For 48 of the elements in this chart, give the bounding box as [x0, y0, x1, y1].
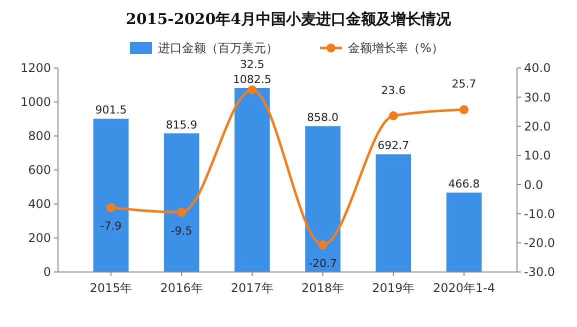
point — [106, 203, 116, 212]
y2-tick-label: 20.0 — [524, 119, 551, 134]
x-tick-label: 2017年 — [230, 281, 274, 295]
legend-label: 金额增长率（%） — [348, 41, 444, 56]
data-label: 901.5 — [95, 104, 127, 117]
y2-tick-label: 10.0 — [524, 148, 551, 163]
data-label: 692.7 — [378, 139, 410, 152]
y-tick-label: 400 — [28, 197, 51, 212]
data-label: 25.7 — [452, 78, 476, 91]
bar — [305, 126, 340, 272]
data-label: 1082.5 — [232, 72, 272, 86]
y2-tick-label: -30.0 — [524, 265, 556, 280]
x-tick-label: 2020年1-4 — [432, 281, 496, 295]
data-label: 466.8 — [448, 178, 480, 191]
bar — [93, 118, 129, 272]
y2-tick-label: 30.0 — [524, 90, 551, 104]
y-tick-label: 1000 — [20, 95, 51, 110]
point — [248, 85, 257, 94]
x-tick-label: 2015年 — [90, 281, 132, 295]
x-tick-label: 2016年 — [160, 281, 203, 295]
x-tick-label: 2018年 — [302, 281, 344, 295]
point — [388, 111, 398, 120]
data-label: 32.5 — [240, 58, 264, 71]
bar — [164, 133, 200, 272]
y-tick-label: 1200 — [20, 61, 51, 76]
data-label: -7.9 — [100, 220, 122, 233]
legend-label: 进口金额（百万美元） — [158, 41, 278, 56]
point — [460, 105, 469, 114]
y2-tick-label: -20.0 — [524, 236, 556, 250]
bar — [376, 154, 412, 272]
x-tick-label: 2019年 — [372, 281, 415, 295]
data-label: 858.0 — [307, 111, 339, 124]
point — [177, 208, 186, 217]
data-label: -9.5 — [170, 224, 192, 238]
data-label: 815.9 — [166, 118, 198, 132]
y-tick-label: 600 — [28, 163, 51, 178]
y2-tick-label: 40.0 — [524, 61, 551, 76]
y2-tick-label: -10.0 — [524, 206, 556, 221]
chart-title: 2015-2020年4月中国小麦进口金额及增长情况 — [126, 10, 452, 28]
y2-tick-label: 0.0 — [524, 178, 544, 192]
bar — [446, 192, 482, 272]
data-label: -20.7 — [308, 256, 338, 270]
y-tick-label: 800 — [28, 129, 51, 144]
bar — [234, 88, 270, 272]
y-tick-label: 0 — [43, 265, 51, 280]
data-label: 23.6 — [381, 84, 406, 97]
y-tick-label: 200 — [28, 231, 51, 246]
point — [318, 240, 328, 250]
